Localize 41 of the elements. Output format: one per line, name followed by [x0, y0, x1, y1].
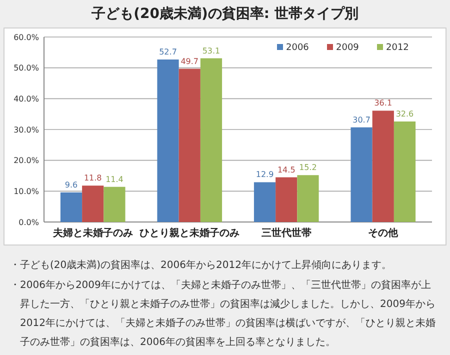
data-label: 11.8 — [84, 174, 102, 183]
data-label: 36.1 — [374, 98, 392, 108]
data-label: 49.7 — [180, 56, 199, 66]
data-label: 52.7 — [159, 48, 177, 57]
data-label: 12.9 — [256, 170, 274, 180]
y-tick-label: 20.0% — [14, 156, 40, 166]
data-label: 32.6 — [396, 109, 414, 118]
y-tick-label: 30.0% — [14, 125, 40, 134]
y-tick-label: 10.0% — [14, 186, 40, 196]
bar — [157, 60, 179, 222]
data-label: 30.7 — [352, 115, 370, 124]
bar — [297, 175, 319, 222]
bar — [254, 182, 276, 222]
x-tick-label: ひとり親と未婚子のみ — [140, 227, 240, 239]
bar — [276, 177, 298, 222]
text: ・子ども(20歳未満)の貧困率は、2006年から2012年にかけて上昇傾向にあります。 — [10, 259, 392, 271]
bar — [372, 110, 394, 222]
data-label: 9.6 — [64, 180, 78, 190]
bar — [104, 186, 126, 222]
data-label: 14.5 — [277, 165, 296, 174]
y-tick-label: 40.0% — [14, 94, 40, 104]
legend-label: 2012 — [386, 43, 409, 53]
x-tick-label: 夫婦と未婚子のみ — [52, 227, 133, 239]
x-tick-label: 三世代世帯 — [261, 227, 312, 239]
bar — [200, 58, 222, 222]
y-tick-label: 0.0% — [18, 218, 40, 227]
bar — [394, 121, 416, 222]
x-tick-label: その他 — [368, 227, 400, 239]
legend-label: 2009 — [336, 43, 360, 53]
data-label: 11.4 — [106, 174, 124, 184]
y-tick-label: 50.0% — [14, 64, 40, 73]
data-label: 15.2 — [299, 163, 317, 172]
bar — [60, 192, 82, 222]
legend-label: 2006 — [286, 43, 310, 53]
y-tick-label: 60.0% — [14, 32, 40, 42]
bar — [178, 68, 200, 222]
data-label: 53.1 — [202, 46, 220, 56]
chart-title: 子ども(20歳未満)の貧困率: 世帯タイプ別 — [90, 5, 358, 22]
text: ・2006年から2009年にかけては、「夫婦と未婚子のみ世帯」、「三世代世帯」の貧困率が上昇した一方、「ひとり親と未婚子のみ世帯」の貧困率は減少しました。しかし、2009年から2012年にかけては、「夫婦と未婚子のみ世帯」の貧困率は横ばいですが、「ひとり親と未婚子のみ世帯」の貧困率は、2006年の貧困率を上回る率となりました。 — [10, 279, 436, 348]
bar — [350, 127, 372, 222]
bar — [82, 186, 104, 222]
